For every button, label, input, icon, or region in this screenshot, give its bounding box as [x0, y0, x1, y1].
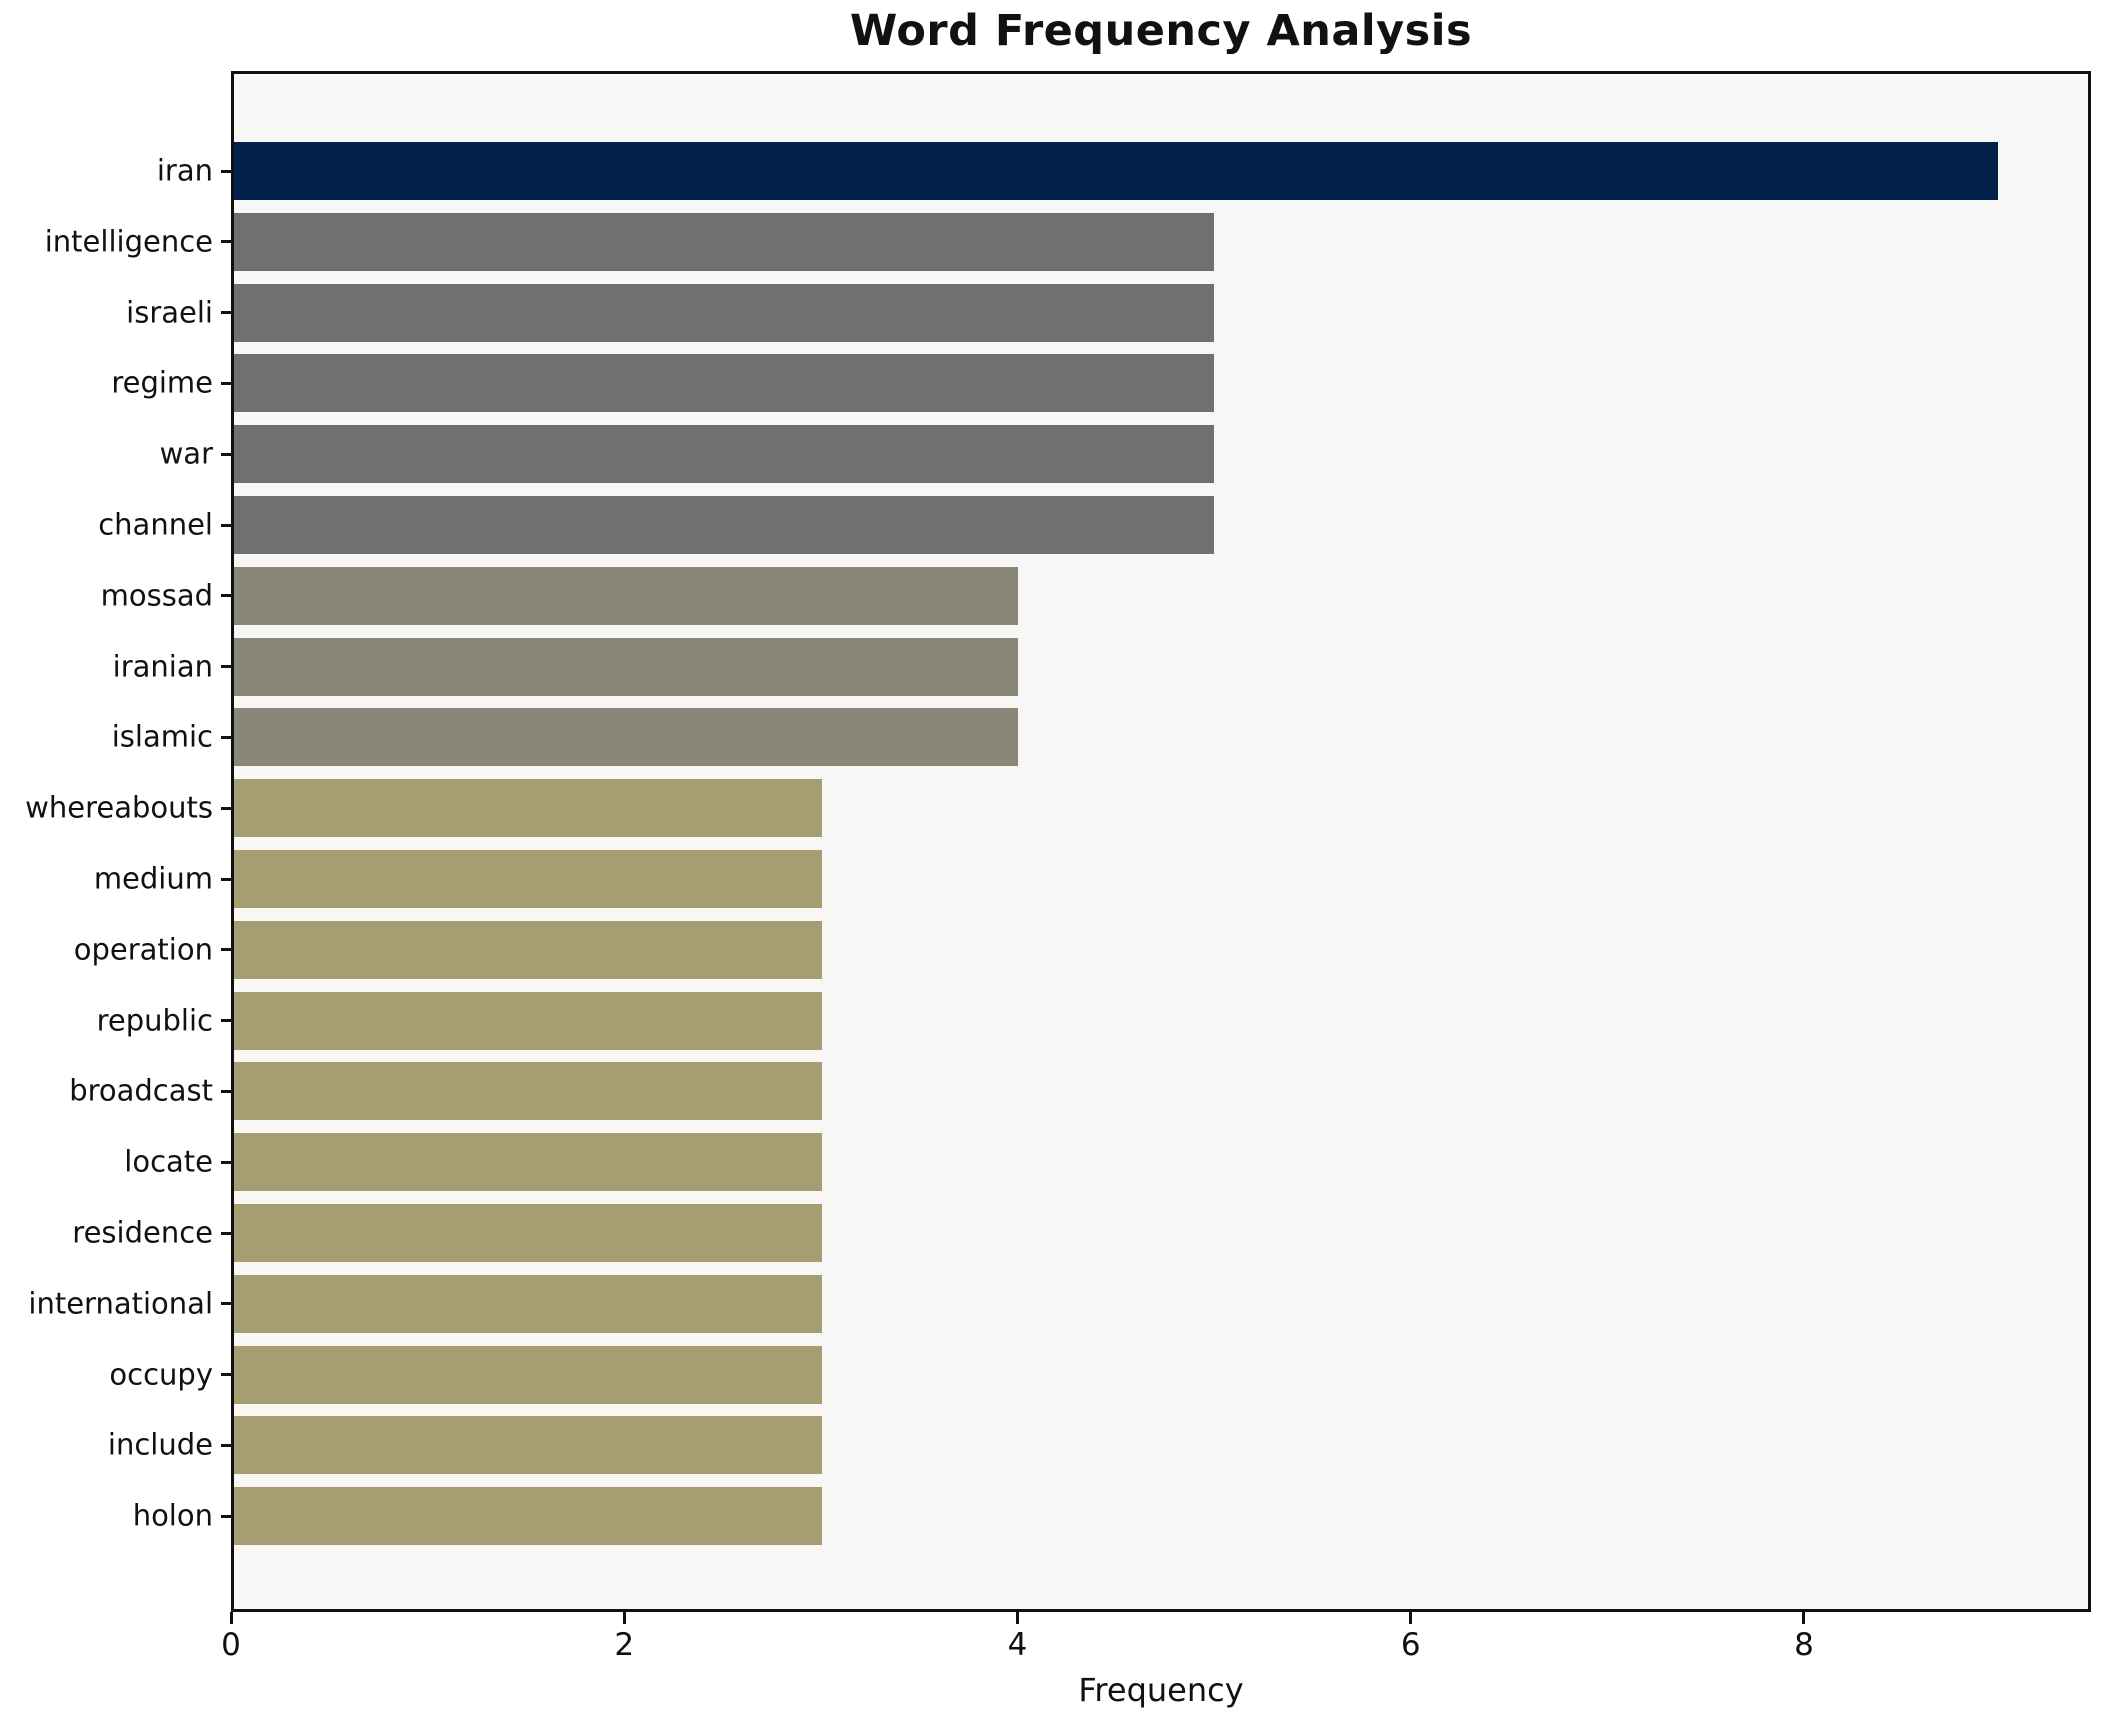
frequency-bar	[234, 991, 822, 1050]
frequency-bar	[234, 779, 822, 838]
y-tick-mark	[221, 169, 231, 173]
y-tick-mark	[221, 240, 231, 244]
x-tick-label: 8	[1794, 1627, 1814, 1663]
bar-row: broadcast	[69, 1062, 2088, 1121]
bar-row: whereabouts	[25, 779, 2088, 838]
y-tick-mark	[221, 1373, 231, 1377]
frequency-bar	[234, 1416, 822, 1475]
y-axis-label: residence	[72, 1215, 213, 1250]
y-tick-mark	[221, 523, 231, 527]
frequency-bar	[234, 708, 1018, 767]
y-axis-label: holon	[132, 1498, 213, 1533]
x-tick-mark	[229, 1612, 233, 1624]
frequency-bar	[234, 212, 1214, 271]
y-tick-mark	[221, 1231, 231, 1235]
y-axis-label: occupy	[109, 1357, 213, 1392]
bar-row: locate	[124, 1133, 2088, 1192]
bar-row: israeli	[126, 283, 2088, 342]
bar-row: mossad	[101, 566, 2088, 625]
bar-row: operation	[74, 920, 2088, 979]
x-tick-mark	[1015, 1612, 1019, 1624]
frequency-bar	[234, 425, 1214, 484]
frequency-bar	[234, 142, 1998, 200]
bar-row: medium	[94, 850, 2088, 908]
frequency-bar	[234, 1487, 822, 1546]
y-tick-mark	[221, 381, 231, 385]
y-axis-label: iran	[156, 153, 213, 188]
bar-row: include	[108, 1416, 2088, 1475]
y-tick-mark	[221, 665, 231, 669]
frequency-bar	[234, 1345, 822, 1404]
plot-area: iran intelligence israeli regime war cha…	[25, 71, 2091, 1612]
y-tick-mark	[221, 311, 231, 315]
y-axis-label: channel	[98, 507, 213, 542]
y-tick-mark	[221, 1443, 231, 1447]
frequency-bar	[234, 850, 822, 908]
y-axis-label: war	[159, 436, 213, 471]
bar-row: international	[28, 1274, 2088, 1333]
y-tick-mark	[221, 594, 231, 598]
bar-row: channel	[98, 496, 2088, 554]
y-tick-mark	[221, 452, 231, 456]
frequency-bar	[234, 920, 822, 979]
frequency-bar	[234, 1133, 822, 1192]
frequency-bar	[234, 566, 1018, 625]
bar-row: intelligence	[45, 212, 2088, 271]
frequency-bar	[234, 354, 1214, 413]
y-axis-label: international	[28, 1286, 213, 1321]
x-tick-label: 4	[1007, 1627, 1028, 1663]
y-axis-label: israeli	[126, 295, 213, 330]
y-axis-label: locate	[124, 1144, 213, 1179]
y-axis-label: republic	[96, 1003, 213, 1038]
y-axis-label: iranian	[112, 649, 213, 684]
frequency-bar	[234, 1274, 822, 1333]
frequency-bar	[234, 1204, 822, 1262]
frequency-bar	[234, 496, 1214, 554]
y-tick-mark	[221, 1089, 231, 1093]
x-tick-label: 0	[221, 1627, 241, 1663]
x-tick-mark	[622, 1612, 626, 1624]
bar-row: occupy	[109, 1345, 2088, 1404]
y-tick-mark	[221, 1160, 231, 1164]
bar-row: regime	[111, 354, 2088, 413]
bar-row: republic	[97, 991, 2088, 1050]
x-tick-mark	[1409, 1612, 1413, 1624]
x-tick-mark	[1802, 1612, 1806, 1624]
y-axis-label: regime	[111, 365, 213, 400]
x-tick-label: 2	[614, 1627, 635, 1663]
y-axis-label: include	[107, 1427, 213, 1462]
bar-row: war	[160, 425, 2088, 484]
bars-layer: iran intelligence israeli regime war cha…	[25, 74, 2088, 1609]
y-tick-mark	[221, 1514, 231, 1518]
y-axis-label: mossad	[100, 578, 213, 613]
y-axis-label: islamic	[111, 719, 213, 754]
y-tick-mark	[221, 948, 231, 952]
y-tick-mark	[221, 735, 231, 739]
frequency-bar	[234, 283, 1214, 342]
x-axis-title: Frequency	[1078, 1671, 1244, 1709]
y-axis-label: broadcast	[69, 1073, 213, 1108]
y-axis-label: medium	[93, 861, 213, 896]
bar-row: residence	[72, 1204, 2088, 1262]
bar-row: islamic	[112, 708, 2088, 767]
y-axis-label: operation	[73, 932, 213, 967]
y-tick-mark	[221, 877, 231, 881]
y-tick-mark	[221, 806, 231, 810]
y-axis-label: intelligence	[44, 224, 213, 259]
frequency-bar	[234, 1062, 822, 1121]
x-axis: Frequency 0 2 4 6 8	[221, 1612, 2091, 1722]
chart-title: Word Frequency Analysis	[849, 6, 1473, 56]
y-tick-mark	[221, 1019, 231, 1023]
bar-row: iranian	[113, 637, 2088, 696]
x-tick-label: 6	[1400, 1627, 1421, 1663]
y-axis-label: whereabouts	[25, 790, 213, 825]
bar-row: iran	[157, 142, 2088, 200]
bar-row: holon	[133, 1487, 2088, 1546]
frequency-bar	[234, 637, 1018, 696]
y-tick-mark	[221, 1302, 231, 1306]
